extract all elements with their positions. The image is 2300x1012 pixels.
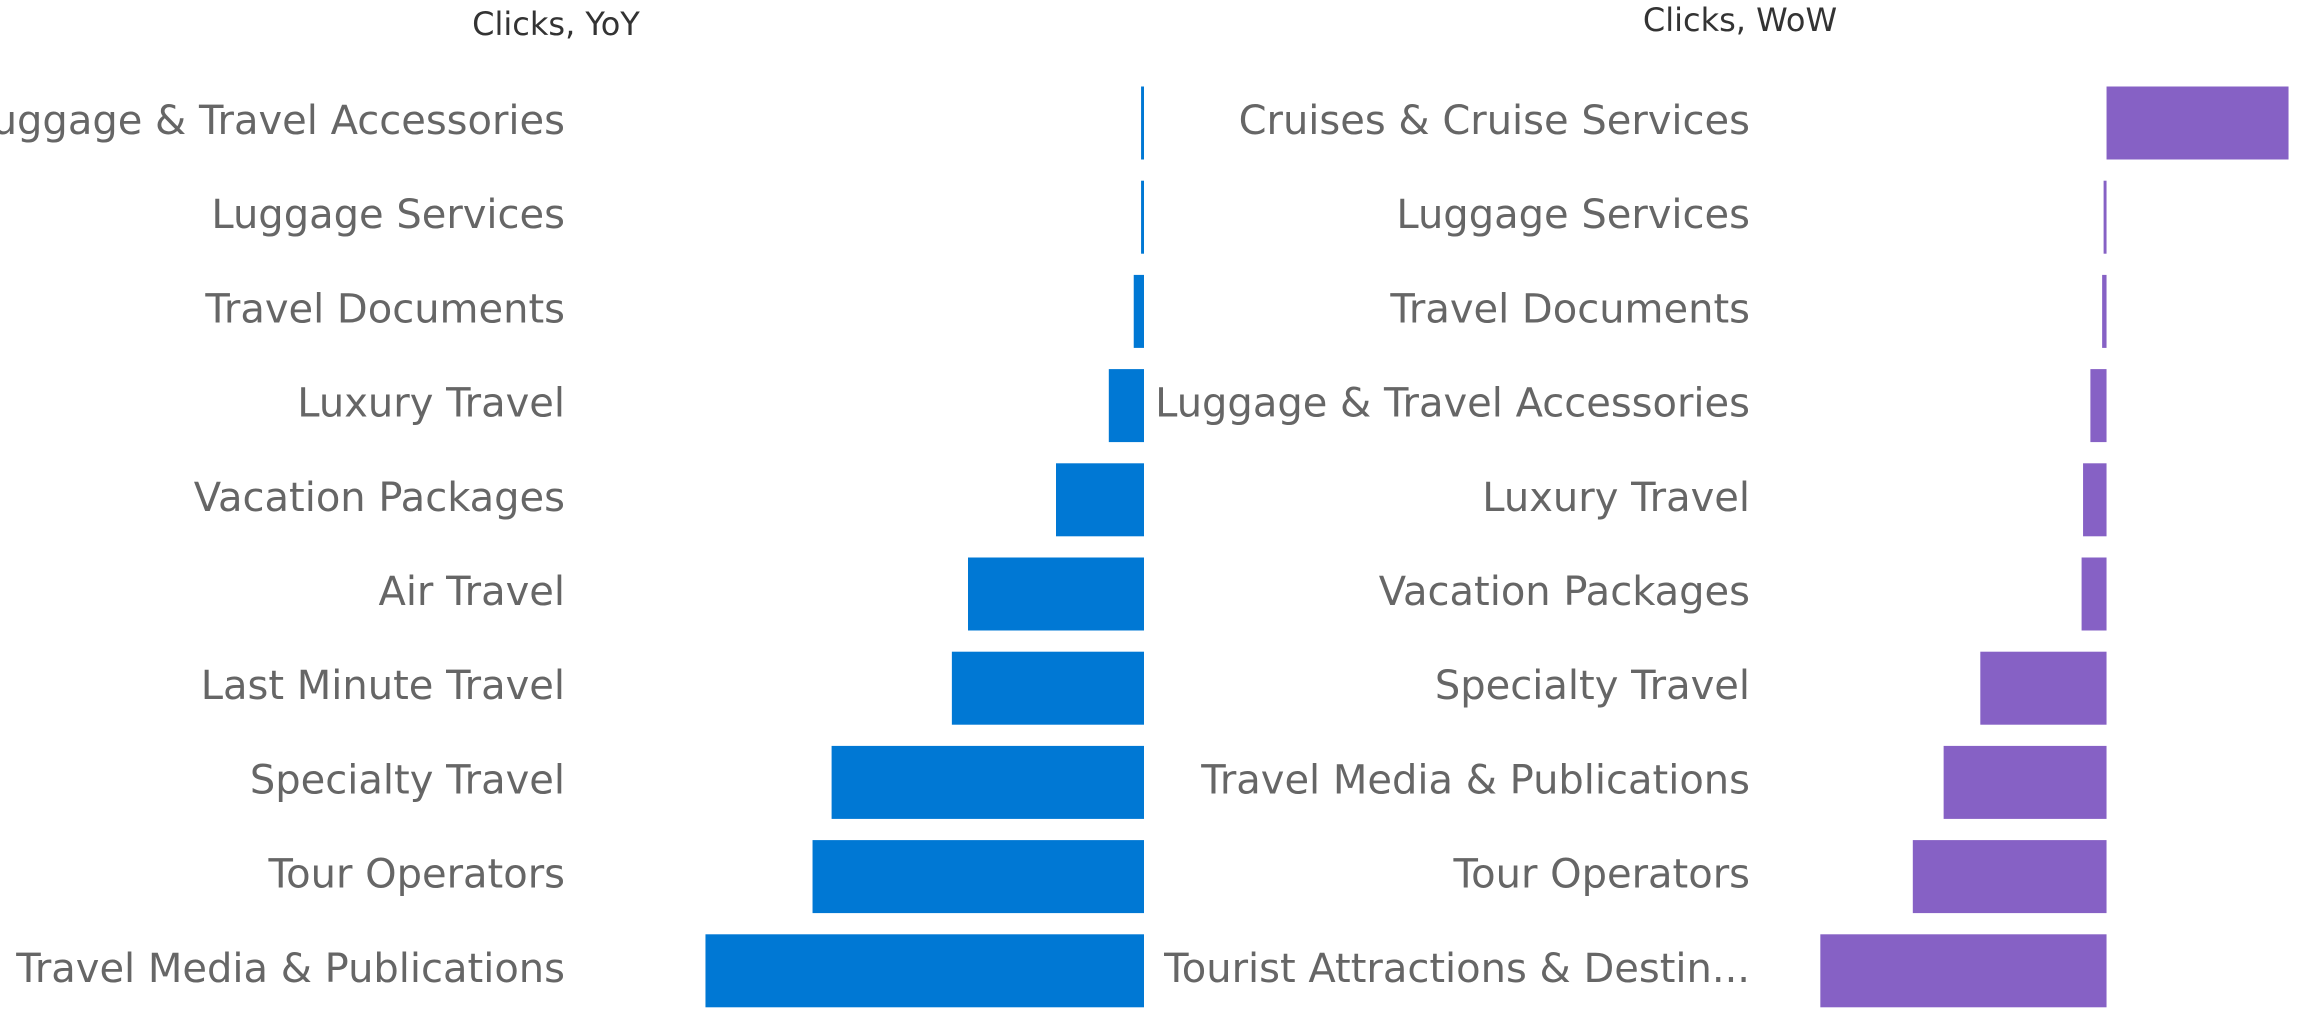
category-label: Travel Documents <box>1389 286 1750 332</box>
bar <box>831 745 1144 819</box>
category-label: Cruises & Cruise Services <box>1239 98 1750 144</box>
bar <box>2102 274 2107 348</box>
bar <box>2081 557 2107 631</box>
category-label: Luggage Services <box>211 192 565 238</box>
chart-title: Clicks, WoW <box>1643 1 1837 39</box>
chart-title: Clicks, YoY <box>472 5 640 43</box>
category-label: Luggage & Travel Accessories <box>0 98 565 144</box>
category-label: Luxury Travel <box>1482 475 1750 521</box>
bar <box>1141 86 1144 160</box>
category-label: Last Minute Travel <box>201 663 565 709</box>
category-label: Luxury Travel <box>297 381 565 427</box>
bar <box>2083 463 2107 537</box>
category-label: Tourist Attractions & Destin... <box>1163 946 1750 992</box>
category-label: Specialty Travel <box>1435 663 1750 709</box>
category-label: Vacation Packages <box>194 475 565 521</box>
bar <box>1141 180 1144 254</box>
category-label: Vacation Packages <box>1379 569 1750 615</box>
bar <box>1108 369 1144 443</box>
bar <box>1133 274 1144 348</box>
bar <box>1056 463 1144 537</box>
category-label: Travel Media & Publications <box>15 946 565 992</box>
bar <box>1912 840 2107 914</box>
bar <box>1943 745 2107 819</box>
bar <box>951 651 1144 725</box>
bar <box>705 934 1144 1008</box>
bar <box>1820 934 2107 1008</box>
category-label: Luggage Services <box>1396 192 1750 238</box>
category-label: Travel Documents <box>204 286 565 332</box>
bar <box>2090 369 2107 443</box>
category-label: Tour Operators <box>267 852 565 898</box>
category-label: Luggage & Travel Accessories <box>1155 381 1750 427</box>
category-label: Tour Operators <box>1452 852 1750 898</box>
bar <box>2106 86 2289 160</box>
bar <box>968 557 1144 631</box>
bar <box>2103 180 2107 254</box>
bar <box>1980 651 2107 725</box>
category-label: Air Travel <box>378 569 565 615</box>
bar <box>812 840 1144 914</box>
category-label: Travel Media & Publications <box>1200 757 1750 803</box>
category-label: Specialty Travel <box>250 757 565 803</box>
